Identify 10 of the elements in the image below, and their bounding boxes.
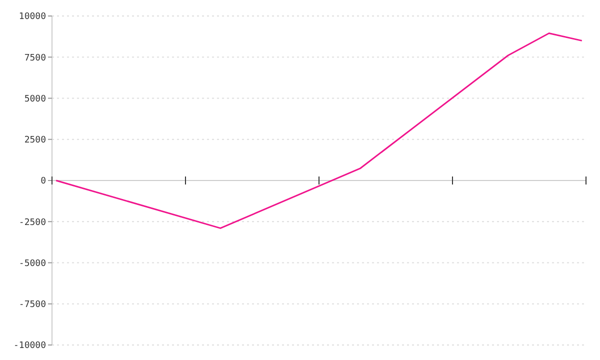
y-tick-label: 0 [40,176,46,187]
y-tick-label: -10000 [13,341,46,352]
y-tick-label: 7500 [24,53,46,64]
y-tick-label: 2500 [24,136,46,146]
y-tick-label: 10000 [18,12,46,22]
y-tick-label: -2500 [18,218,46,228]
y-tick-label: 5000 [24,94,46,104]
y-tick-label: -5000 [18,258,46,269]
y-tick-label: -7500 [18,300,46,310]
line-series [55,32,583,229]
